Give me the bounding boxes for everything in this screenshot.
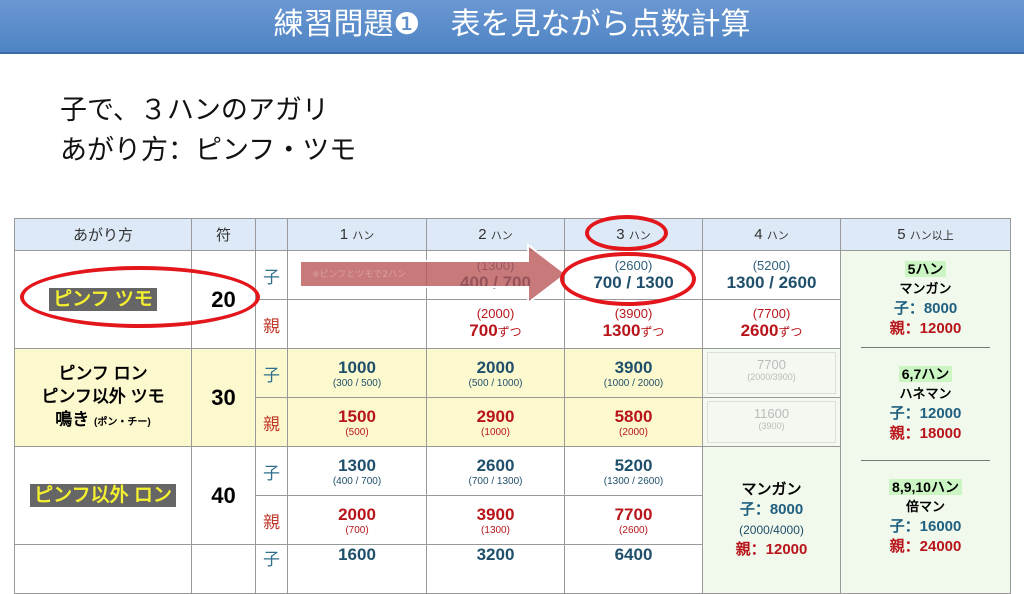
header-method: あがり方 [14, 218, 192, 251]
cell-empty [287, 299, 427, 349]
score-cell: 5200 (1300 / 2600) [564, 446, 703, 496]
row-20-oya: 親 (2000) 700ずつ (3900) 1300ずつ (7700) 2600ずつ [15, 299, 1011, 349]
score-cell: (3900) 1300ずつ [564, 299, 703, 349]
score-cell: 2900 (1000) [426, 397, 565, 447]
score-table: あがり方 符 1 ハン 2 ハン 3 ハン 4 ハン 5 ハン以上 ピンフ ツモ… [14, 218, 1011, 594]
ko-label: 子 [255, 544, 288, 594]
ko-label: 子 [255, 446, 288, 496]
highlight-circle-method [20, 266, 260, 328]
score-cell: 3900 (1000 / 2000) [564, 348, 703, 398]
fu-cell: 30 [191, 348, 256, 447]
score-cell: 5800 (2000) [564, 397, 703, 447]
oya-label: 親 [255, 495, 288, 545]
score-cell: 2000 (700) [287, 495, 427, 545]
score-cell: 7700 (2600) [564, 495, 703, 545]
score-cell: 1000 (300 / 500) [287, 348, 427, 398]
highlight-circle-3han [585, 215, 668, 251]
header-4han: 4 ハン [702, 218, 841, 251]
mangan-cell: マンガン 子：8000 (2000/4000) 親：12000 [702, 446, 841, 594]
method-cell: ピンフ以外 ロン [14, 446, 192, 545]
oya-label: 親 [255, 397, 288, 447]
row-40-oya: 親 2000 (700) 3900 (1300) 7700 (2600) [15, 495, 1011, 545]
oya-label: 親 [255, 299, 288, 349]
fu-cell: 40 [191, 446, 256, 545]
header-5han: 5 ハン以上 [840, 218, 1011, 251]
score-cell-muted: 11600 (3900) [702, 397, 841, 447]
score-cell: 3200 [426, 544, 565, 594]
score-cell: 6400 [564, 544, 703, 594]
slide-title: 練習問題❶ 表を見ながら点数計算 [0, 0, 1024, 54]
han67-block: 6,7ハン ハネマン 子：12000 親：18000 [861, 348, 990, 461]
method-cell: ピンフ ロン ピンフ以外 ツモ 鳴き (ポン・チー) [14, 348, 192, 447]
score-cell-muted: 7700 (2000/3900) [702, 348, 841, 398]
highlight-circle-score [560, 252, 696, 306]
row-30-oya: 親 1500 (500) 2900 (1000) 5800 (2000) 11600(… [15, 397, 1011, 447]
score-cell: (5200) 1300 / 2600 [702, 250, 841, 300]
han5-cell: 5ハン マンガン 子：8000 親：12000 6,7ハン ハネマン 子：12000 親：1… [840, 250, 1011, 594]
header-fu: 符 [191, 218, 256, 251]
arrow-note: ※ピンフとツモで2ハン [312, 270, 406, 280]
ko-label: 子 [255, 250, 288, 300]
score-cell: (2000) 700ずつ [426, 299, 565, 349]
score-cell: 3900 (1300) [426, 495, 565, 545]
score-cell: 1500 (500) [287, 397, 427, 447]
question-line-2: あがり方：ピンフ・ツモ [60, 135, 357, 166]
row-40-ko: ピンフ以外 ロン 40 子 1300 (400 / 700) 2600 (700 /… [14, 446, 1011, 594]
score-cell: 2000 (500 / 1000) [426, 348, 565, 398]
ko-label: 子 [255, 348, 288, 398]
score-cell: 2600 (700 / 1300) [426, 446, 565, 496]
header-row: あがり方 符 1 ハン 2 ハン 3 ハン 4 ハン 5 ハン以上 [14, 218, 1011, 251]
score-cell: 1300 (400 / 700) [287, 446, 427, 496]
score-cell: (7700) 2600ずつ [702, 299, 841, 349]
han5-block: 5ハン マンガン 子：8000 親：12000 [861, 252, 990, 348]
score-cell: 1600 [287, 544, 427, 594]
header-1han: 1 ハン [287, 218, 427, 251]
question-line-1: 子で、３ハンのアガリ [60, 95, 329, 126]
header-2han: 2 ハン [426, 218, 565, 251]
han8910-block: 8,9,10ハン 倍マン 子：16000 親：24000 [889, 479, 962, 555]
arrow-annotation [300, 243, 568, 305]
